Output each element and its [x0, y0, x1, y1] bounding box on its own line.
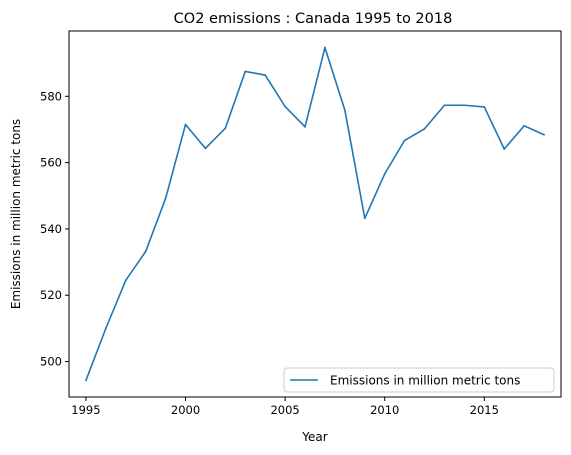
x-axis-label: Year [301, 430, 327, 444]
x-tick-label: 2015 [470, 403, 499, 417]
data-point [104, 327, 107, 330]
data-point [284, 105, 287, 108]
y-tick-label: 540 [40, 222, 62, 236]
data-point [363, 217, 366, 220]
data-point [463, 104, 466, 107]
legend: Emissions in million metric tons [283, 367, 555, 393]
data-point [423, 127, 426, 130]
data-point [383, 172, 386, 175]
chart-title: CO2 emissions : Canada 1995 to 2018 [174, 11, 453, 27]
data-point [543, 133, 545, 136]
data-point [184, 123, 187, 126]
x-tick-label: 2010 [370, 403, 399, 417]
data-point [503, 148, 506, 150]
data-point [343, 109, 346, 112]
x-tick-label: 1995 [71, 403, 100, 417]
y-tick-label: 520 [40, 288, 62, 302]
data-point [224, 127, 227, 130]
data-point [403, 139, 406, 142]
data-point [264, 74, 267, 76]
data-point [85, 379, 87, 382]
x-tick-label: 2000 [171, 403, 200, 417]
data-point [304, 125, 306, 128]
plot-area [68, 30, 562, 398]
data-points [85, 46, 545, 382]
data-point [523, 124, 526, 127]
data-point [483, 106, 486, 108]
data-point [164, 197, 167, 200]
data-point [324, 46, 326, 49]
legend-box [283, 367, 555, 393]
y-axis-label: Emissions in million metric tons [9, 119, 23, 309]
y-tick-label: 560 [40, 156, 62, 170]
axis-ticks: 1995 2000 2005 2010 2015 500 520 540 560 580 [40, 89, 499, 417]
data-point [144, 250, 147, 253]
legend-label: Emissions in million metric tons [330, 374, 520, 388]
y-tick-label: 580 [40, 89, 62, 103]
data-point [244, 70, 247, 73]
x-tick-label: 2005 [270, 403, 299, 417]
data-point [443, 104, 446, 107]
data-point [124, 279, 127, 282]
y-tick-label: 500 [40, 355, 62, 369]
data-point [204, 147, 207, 150]
emissions-line [85, 46, 545, 381]
